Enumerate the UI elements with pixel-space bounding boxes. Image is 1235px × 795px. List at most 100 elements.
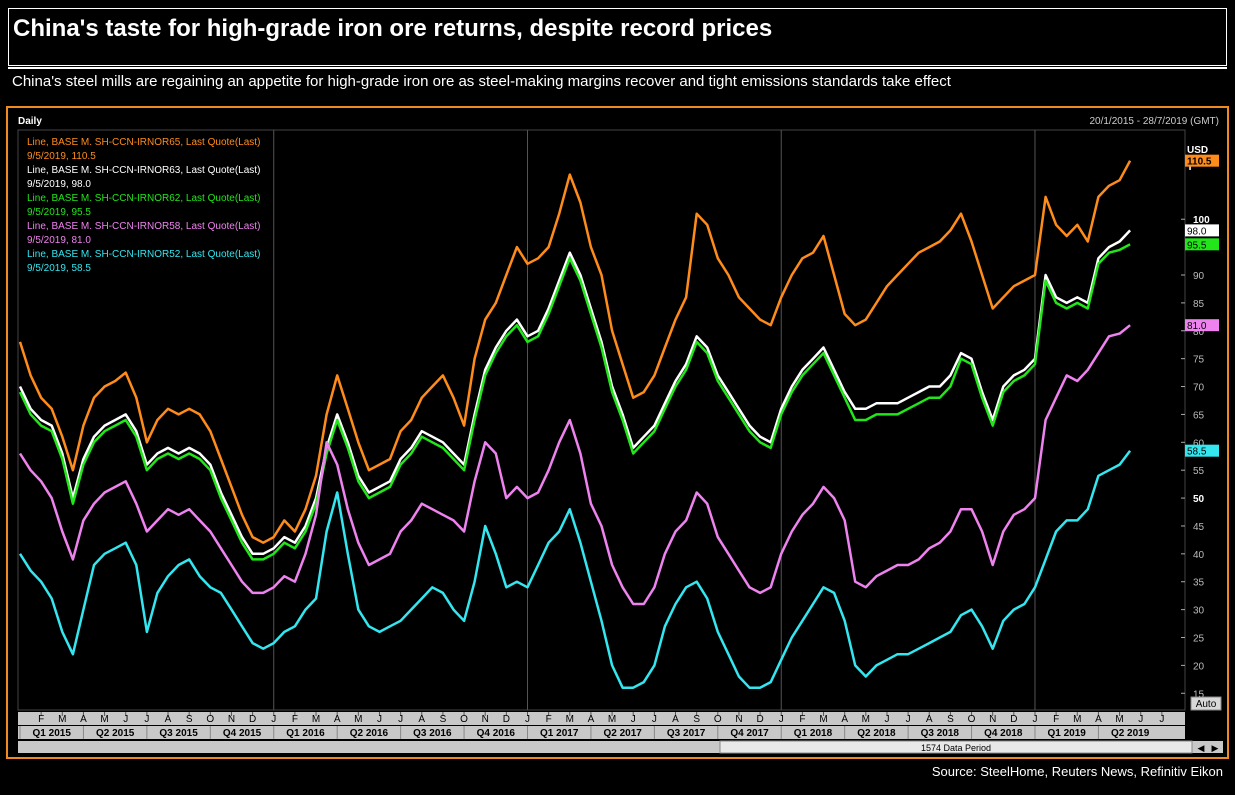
series-lines	[18, 160, 1132, 689]
month-label: F	[1053, 714, 1059, 725]
legend-last-ore65: 9/5/2019, 110.5	[27, 151, 96, 162]
title-divider	[8, 67, 1227, 69]
quarter-label: Q3 2017	[667, 728, 706, 739]
auto-label: Auto	[1196, 699, 1217, 710]
month-band	[18, 712, 1185, 725]
y-tick-label: 85	[1193, 299, 1205, 310]
month-label: M	[1115, 714, 1123, 725]
month-label: M	[312, 714, 320, 725]
legend-last-ore58: 9/5/2019, 81.0	[27, 235, 91, 246]
legend-last-ore62: 9/5/2019, 95.5	[27, 207, 91, 218]
legend-last-ore63: 9/5/2019, 98.0	[27, 179, 91, 190]
y-unit-usd: USD	[1187, 145, 1208, 156]
month-label: A	[80, 714, 87, 725]
scroll-right-icon[interactable]: ▶	[1212, 743, 1219, 753]
month-label: M	[862, 714, 870, 725]
quarter-label: Q3 2016	[413, 728, 452, 739]
month-label: J	[884, 714, 889, 725]
series-line-ore62	[18, 243, 1131, 561]
y-tick-label: 50	[1193, 494, 1205, 505]
month-label: J	[377, 714, 382, 725]
month-label: J	[906, 714, 911, 725]
source-note: Source: SteelHome, Reuters News, Refinit…	[931, 764, 1223, 779]
month-label: M	[566, 714, 574, 725]
month-label: A	[334, 714, 341, 725]
y-tick-label: 20	[1193, 661, 1205, 672]
month-label: D	[1010, 714, 1017, 725]
month-label: J	[1159, 714, 1164, 725]
month-label: A	[672, 714, 679, 725]
month-label: J	[398, 714, 403, 725]
month-label: A	[588, 714, 595, 725]
month-label: N	[228, 714, 235, 725]
series-line-ore65	[18, 160, 1132, 544]
month-label: S	[947, 714, 954, 725]
month-label: M	[819, 714, 827, 725]
month-label: D	[756, 714, 763, 725]
y-tick-label: 15	[1193, 689, 1205, 700]
y-tick-label: 60	[1193, 438, 1205, 449]
quarter-label: Q1 2017	[540, 728, 579, 739]
month-label: J	[1032, 714, 1037, 725]
month-label: J	[271, 714, 276, 725]
month-label: O	[968, 714, 976, 725]
month-label: J	[631, 714, 636, 725]
quarter-label: Q1 2015	[33, 728, 72, 739]
month-label: F	[546, 714, 552, 725]
auto-button[interactable]: Auto	[1190, 696, 1222, 711]
y-tick-label: 35	[1193, 578, 1205, 589]
y-tick-label: 40	[1193, 550, 1205, 561]
quarter-label: Q2 2019	[1111, 728, 1150, 739]
chart-frame	[6, 106, 1229, 759]
month-label: N	[735, 714, 742, 725]
month-label: N	[482, 714, 489, 725]
scroll-thumb[interactable]	[719, 740, 1193, 754]
value-tag-label-ore52: 58.5	[1187, 447, 1207, 458]
month-label: J	[652, 714, 657, 725]
quarter-label: Q4 2015	[223, 728, 262, 739]
month-label: J	[1138, 714, 1143, 725]
month-label: S	[186, 714, 193, 725]
y-tick-label: 65	[1193, 410, 1205, 421]
month-label: A	[418, 714, 425, 725]
frequency-label: Daily	[18, 116, 42, 127]
scroll-left-icon[interactable]: ◀	[1198, 743, 1205, 753]
month-label: J	[144, 714, 149, 725]
quarter-label: Q3 2018	[921, 728, 960, 739]
y-tick-label: 100	[1193, 215, 1210, 226]
scrollbar[interactable]: 1574 Data Period ◀ ▶	[18, 740, 1223, 754]
data-points-label: 1574 Data Period	[921, 743, 991, 753]
month-label: M	[58, 714, 66, 725]
y-tick-label: 80	[1193, 327, 1205, 338]
title-box: China's taste for high-grade iron ore re…	[8, 8, 1227, 66]
month-label: F	[38, 714, 44, 725]
value-tag-ore63	[1185, 224, 1219, 237]
month-label: D	[249, 714, 256, 725]
quarter-label: Q4 2017	[730, 728, 769, 739]
series-line-ore58	[18, 324, 1131, 606]
month-label: M	[1073, 714, 1081, 725]
month-label: A	[1095, 714, 1102, 725]
month-label: S	[440, 714, 447, 725]
last-value-tags: 110.5 98.0 95.5 81.0 58.5	[1185, 154, 1219, 458]
series-line-ore63	[18, 229, 1132, 556]
legend-entry-ore52: Line, BASE M. SH-CCN-IRNOR52, Last Quote…	[27, 249, 260, 260]
month-label: M	[100, 714, 108, 725]
month-label: O	[206, 714, 214, 725]
quarter-label: Q2 2015	[96, 728, 135, 739]
y-tick-label: 75	[1193, 355, 1205, 366]
date-range-label: 20/1/2015 - 28/7/2019 (GMT)	[1089, 116, 1219, 127]
value-tag-label-ore58: 81.0	[1187, 321, 1207, 332]
quarter-label: Q2 2017	[603, 728, 642, 739]
y-tick-label: 45	[1193, 522, 1205, 533]
y-tick-label: 25	[1193, 634, 1205, 645]
chart-title: China's taste for high-grade iron ore re…	[13, 15, 773, 42]
month-label: O	[460, 714, 468, 725]
quarter-label: Q3 2015	[159, 728, 198, 739]
y-tick-label: 90	[1193, 271, 1205, 282]
month-label: J	[525, 714, 530, 725]
month-label: A	[841, 714, 848, 725]
y-tick-label: 55	[1193, 466, 1205, 477]
month-label: J	[123, 714, 128, 725]
